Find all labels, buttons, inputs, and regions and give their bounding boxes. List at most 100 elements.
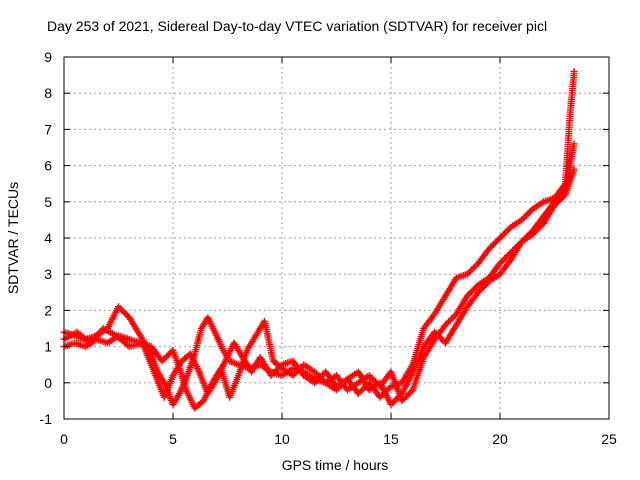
axis-ticks: [63, 56, 610, 420]
data-point: [526, 208, 534, 216]
data-point: [387, 401, 395, 409]
data-point: [491, 239, 499, 247]
y-tick-label: 6: [44, 158, 52, 174]
data-point: [466, 289, 474, 297]
data-point: [479, 284, 487, 292]
data-point: [501, 229, 509, 237]
data-point: [269, 370, 277, 378]
data-point: [365, 372, 373, 380]
y-tick-label: 0: [44, 375, 52, 391]
data-point: [317, 373, 325, 381]
data-point: [370, 376, 378, 384]
data-point: [485, 245, 493, 253]
y-axis-label: SDTVAR / TECUs: [5, 182, 21, 294]
series-track-3: [60, 165, 578, 409]
data-point: [570, 140, 578, 148]
data-point: [463, 270, 471, 278]
data-point: [164, 351, 172, 359]
x-tick-label: 10: [274, 431, 290, 447]
data-point: [551, 201, 558, 209]
data-point: [160, 356, 168, 364]
data-point: [470, 286, 478, 294]
data-point: [407, 388, 415, 396]
data-point: [449, 313, 457, 321]
data-point: [496, 259, 504, 267]
data-point: [390, 397, 398, 405]
data-point: [496, 234, 504, 242]
x-axis-label: GPS time / hours: [282, 457, 389, 473]
data-point: [267, 372, 275, 380]
x-tick-label: 20: [492, 431, 508, 447]
data-point: [504, 226, 512, 234]
x-tick-label: 0: [60, 431, 68, 447]
data-point: [490, 240, 498, 248]
data-point: [118, 306, 126, 314]
data-point: [432, 330, 440, 338]
data-point: [435, 333, 443, 341]
data-point: [404, 391, 412, 399]
data-point: [431, 328, 439, 336]
data-point: [522, 211, 530, 219]
data-point: [119, 307, 127, 315]
data-point: [161, 354, 169, 362]
data-point: [487, 243, 495, 251]
data-point: [499, 231, 507, 239]
data-layer: [60, 67, 578, 412]
data-point: [273, 365, 281, 373]
data-point: [448, 315, 456, 323]
data-point: [519, 214, 527, 222]
data-point: [166, 349, 174, 357]
data-point: [442, 321, 449, 329]
data-point: [482, 281, 490, 289]
data-point: [468, 287, 476, 295]
data-point: [471, 262, 479, 270]
data-point: [359, 385, 367, 393]
data-point: [493, 237, 501, 245]
data-point: [314, 376, 322, 384]
data-point: [357, 387, 365, 395]
data-point: [121, 309, 129, 317]
data-point: [367, 373, 375, 381]
data-point: [368, 375, 376, 383]
data-point: [501, 255, 509, 263]
data-point: [465, 290, 473, 298]
y-tick-label: 9: [44, 49, 52, 65]
y-tick-label: 7: [44, 121, 52, 137]
y-tick-label: 2: [44, 302, 52, 318]
y-tick-label: 5: [44, 194, 52, 210]
data-point: [401, 394, 409, 402]
data-point: [557, 195, 565, 203]
data-point: [521, 213, 529, 221]
data-point: [488, 242, 496, 250]
y-tick-label: 8: [44, 85, 52, 101]
data-point: [498, 258, 506, 266]
y-tick-label: 4: [44, 230, 52, 246]
data-point: [554, 198, 562, 206]
x-tick-label: 25: [601, 431, 617, 447]
data-point: [122, 311, 130, 319]
data-point: [406, 389, 414, 397]
x-tick-label: 15: [383, 431, 399, 447]
chart-title: Day 253 of 2021, Sidereal Day-to-day VTE…: [47, 18, 547, 34]
x-tick-label: 5: [169, 431, 177, 447]
data-point: [434, 331, 442, 339]
data-point: [311, 379, 319, 387]
data-point: [158, 357, 166, 365]
data-point: [376, 393, 384, 401]
data-point: [395, 393, 403, 401]
data-point: [437, 334, 445, 342]
data-point: [354, 390, 362, 398]
data-point: [463, 292, 471, 300]
data-point: [315, 374, 323, 382]
data-point: [536, 223, 544, 231]
data-point: [502, 253, 510, 261]
grid: [64, 57, 609, 419]
data-point: [445, 318, 453, 326]
data-point: [529, 230, 537, 238]
data-point: [560, 192, 568, 200]
data-point: [558, 194, 566, 202]
data-point: [443, 319, 451, 327]
data-point: [570, 67, 578, 75]
data-point: [312, 369, 320, 377]
